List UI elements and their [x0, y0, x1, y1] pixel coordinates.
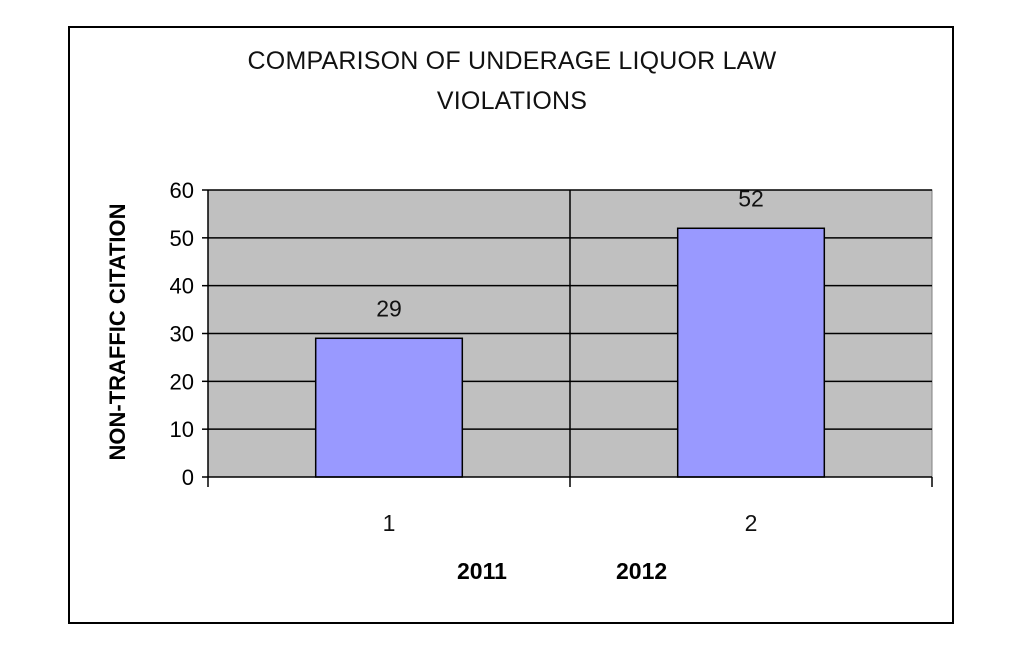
y-tick-label-0: 0	[182, 465, 194, 490]
x-tick-label-2: 2	[745, 510, 758, 536]
y-tick-label-30: 30	[170, 322, 194, 347]
data-label-2: 52	[738, 185, 764, 211]
chart-title-line-2: VIOLATIONS	[436, 87, 588, 115]
x-tick-label-1: 1	[383, 510, 396, 536]
footer-label-2012: 2012	[616, 558, 668, 584]
chart-title-line-1: COMPARISON OF UNDERAGE LIQUOR LAW	[247, 47, 777, 75]
y-tick-label-20: 20	[170, 369, 194, 394]
data-label-1: 29	[376, 295, 402, 321]
y-tick-label-50: 50	[170, 226, 194, 251]
footer-label-2011: 2011	[457, 558, 507, 584]
bar-2	[676, 227, 826, 478]
y-tick-label-60: 60	[170, 178, 194, 203]
y-tick-label-40: 40	[170, 274, 194, 299]
y-tick-label-10: 10	[170, 417, 194, 442]
bar-1	[314, 337, 464, 478]
